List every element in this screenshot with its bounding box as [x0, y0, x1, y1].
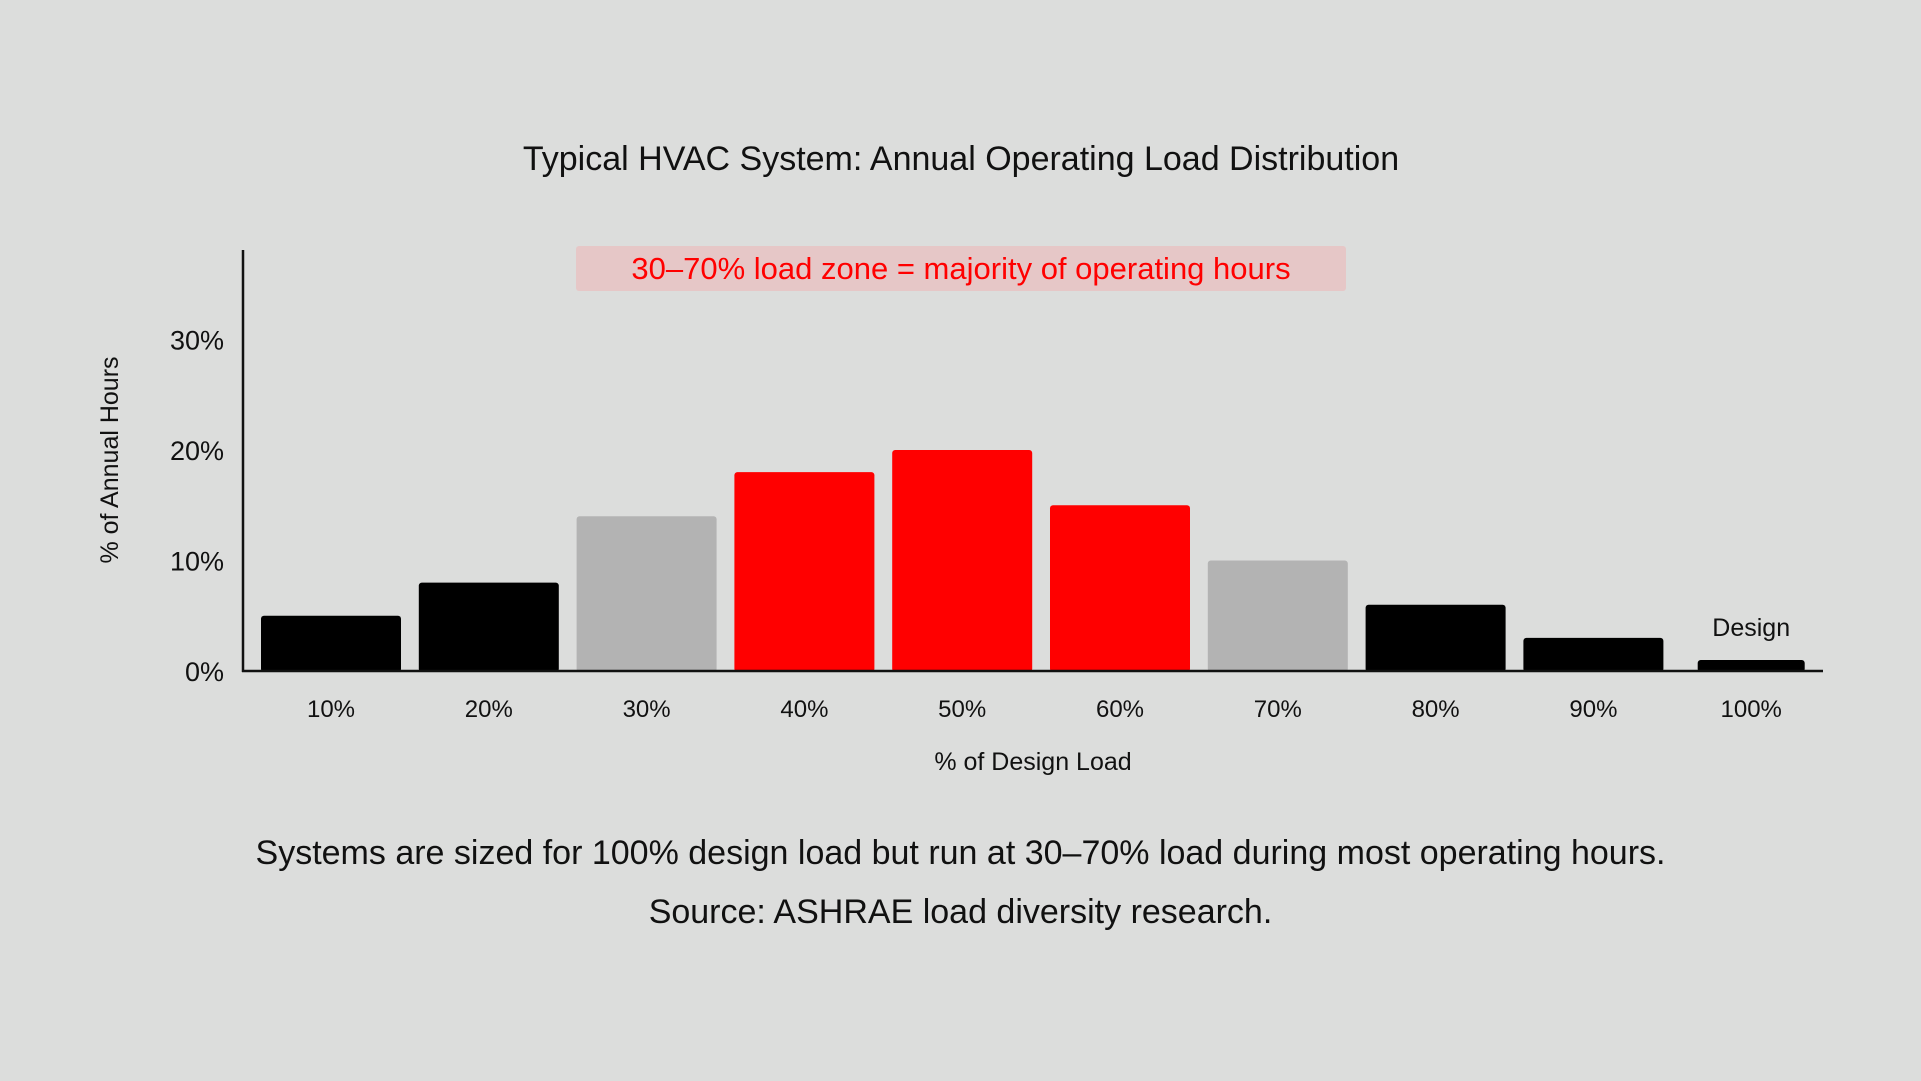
bar — [576, 516, 717, 672]
x-axis-ticks: 10% 20% 30% 40% 50% 60% 70% 80% 90% 100% — [307, 696, 1782, 723]
bar — [1050, 505, 1190, 672]
bar — [1207, 560, 1348, 672]
bar — [892, 450, 1033, 672]
x-tick-label: 70% — [1254, 696, 1302, 723]
bars — [261, 450, 1805, 672]
x-tick-label: 30% — [623, 696, 671, 723]
bar — [1365, 604, 1506, 672]
y-tick-label: 0% — [185, 657, 224, 687]
x-tick-label: 100% — [1721, 696, 1782, 723]
load-zone-annotation: 30–70% load zone = majority of operating… — [631, 251, 1290, 286]
load-zone-annotation-box — [576, 246, 1346, 291]
x-tick-label: 40% — [780, 696, 828, 723]
y-tick-label: 10% — [170, 547, 224, 577]
bar — [734, 472, 875, 672]
caption-source: Source: ASHRAE load diversity research. — [648, 893, 1273, 931]
y-axis-label: % of Annual Hours — [96, 356, 124, 563]
x-tick-label: 10% — [307, 696, 355, 723]
y-axis-ticks: 0% 10% 20% 30% — [170, 326, 224, 688]
bar — [1523, 637, 1664, 672]
y-tick-label: 30% — [170, 326, 224, 356]
bar — [261, 615, 401, 672]
chart-title: Typical HVAC System: Annual Operating Lo… — [523, 140, 1399, 178]
x-tick-label: 20% — [465, 696, 513, 723]
x-tick-label: 80% — [1412, 696, 1460, 723]
x-tick-label: 90% — [1569, 696, 1617, 723]
bar — [1697, 659, 1805, 672]
x-tick-label: 60% — [1096, 696, 1144, 723]
bar — [418, 582, 559, 672]
x-tick-label: 50% — [938, 696, 986, 723]
x-axis-label: % of Design Load — [934, 748, 1131, 776]
design-annotation: Design — [1712, 614, 1790, 642]
caption-summary: Systems are sized for 100% design load b… — [255, 834, 1666, 872]
y-tick-label: 20% — [170, 436, 224, 466]
